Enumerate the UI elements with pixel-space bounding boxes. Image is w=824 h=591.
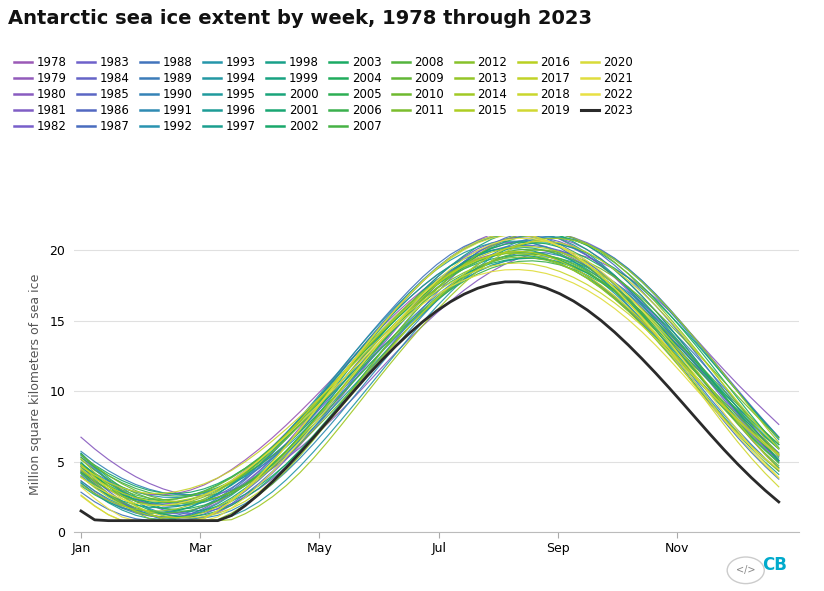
Circle shape	[727, 557, 764, 584]
Y-axis label: Million square kilometers of sea ice: Million square kilometers of sea ice	[30, 274, 42, 495]
Text: CB: CB	[762, 557, 787, 574]
Text: Antarctic sea ice extent by week, 1978 through 2023: Antarctic sea ice extent by week, 1978 t…	[8, 9, 592, 28]
Legend: 1978, 1979, 1980, 1981, 1982, 1983, 1984, 1985, 1986, 1987, 1988, 1989, 1990, 19: 1978, 1979, 1980, 1981, 1982, 1983, 1984…	[14, 56, 633, 133]
Text: </>: </>	[736, 566, 756, 575]
